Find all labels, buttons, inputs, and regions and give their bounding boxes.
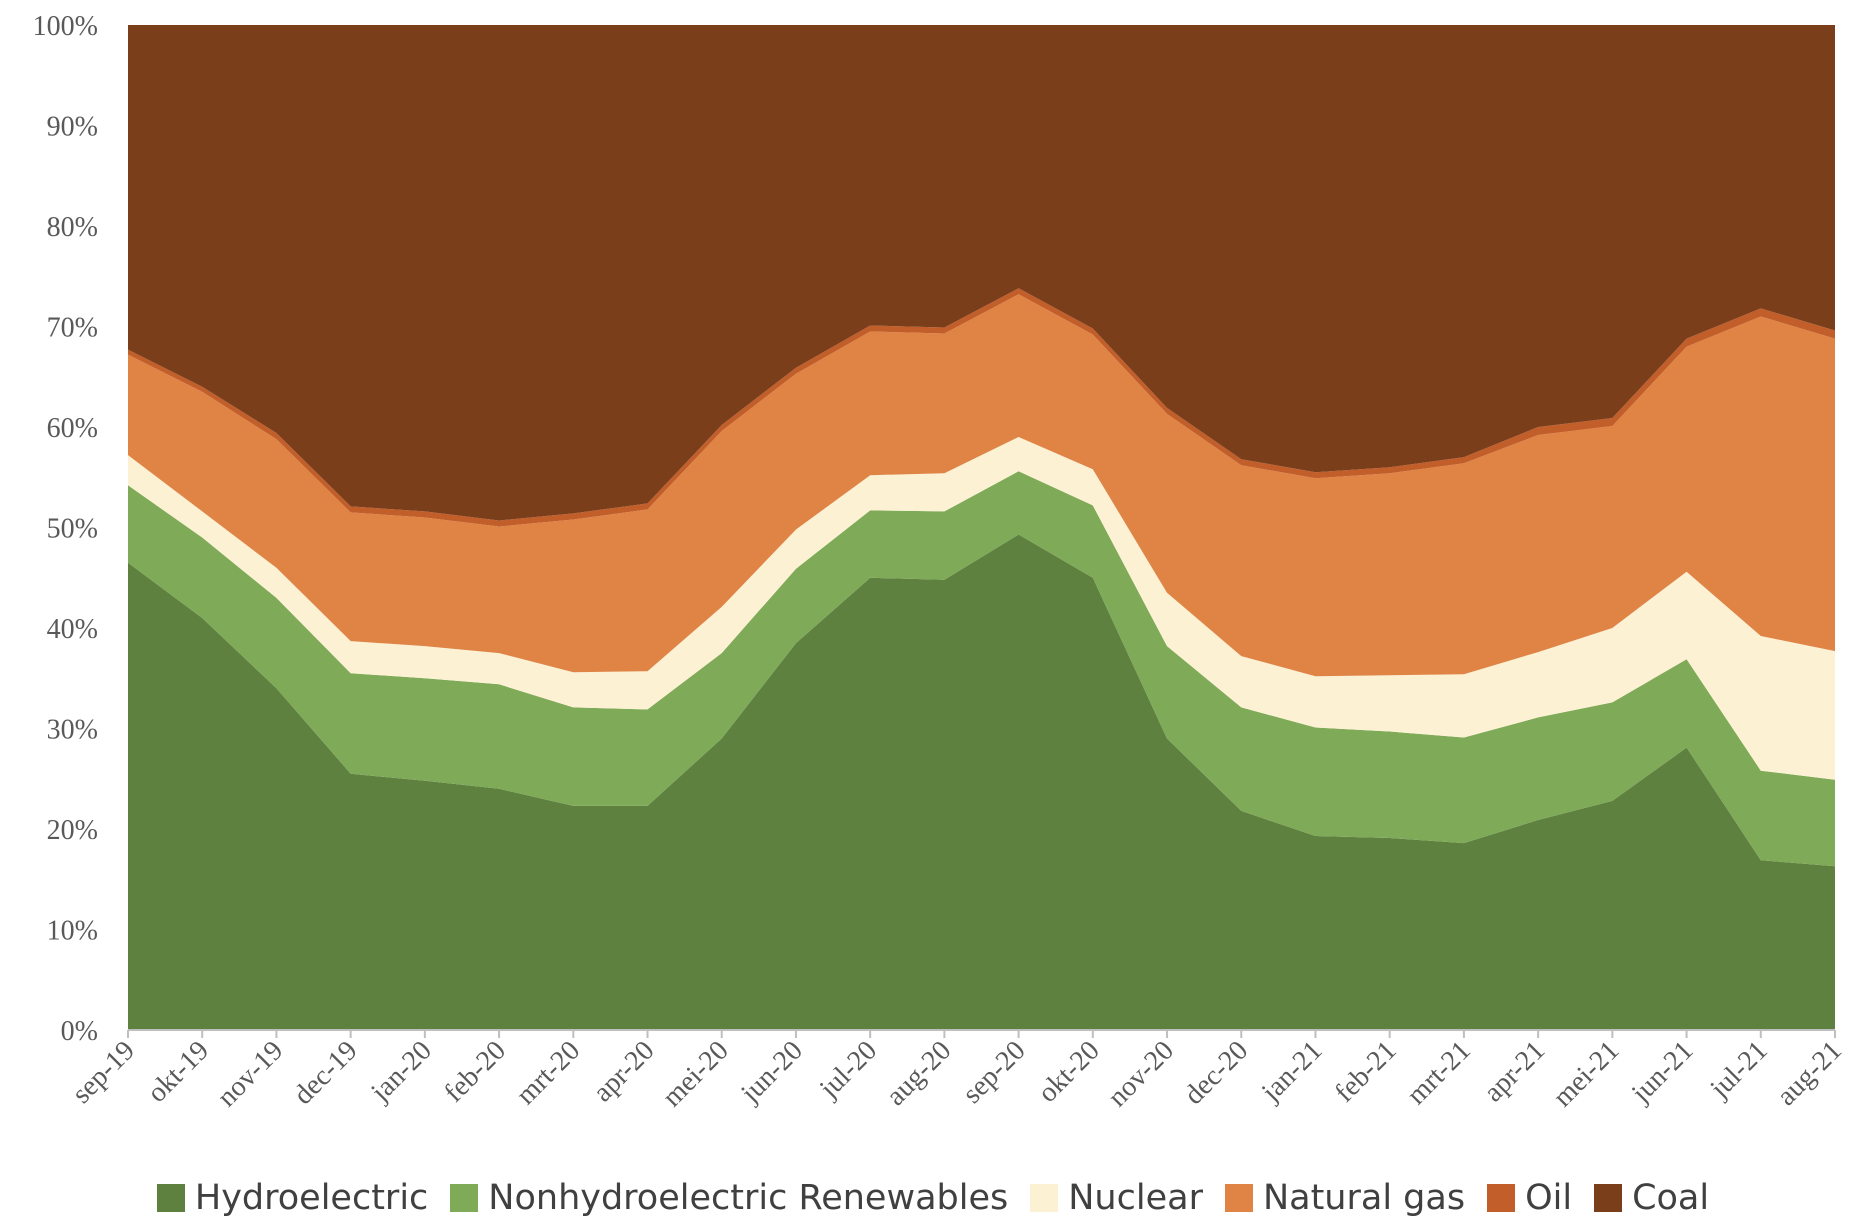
legend-item: Nuclear	[1030, 1178, 1203, 1218]
x-tick-label: dec-20	[1178, 1035, 1254, 1111]
x-tick-label: jul-20	[813, 1035, 883, 1105]
x-tick-label: apr-21	[1478, 1035, 1551, 1108]
x-tick-label: feb-20	[438, 1035, 512, 1109]
legend-item: Hydroelectric	[156, 1178, 429, 1218]
x-tick-label: feb-21	[1329, 1035, 1403, 1109]
area-nonhydroelectric-renewables	[128, 471, 1835, 867]
legend-swatch	[1030, 1184, 1059, 1212]
x-tick-label: aug-20	[880, 1035, 957, 1112]
x-tick-label: aug-21	[1771, 1035, 1848, 1112]
area-coal	[128, 25, 1835, 521]
y-tick-label: 10%	[47, 916, 98, 947]
legend-swatch	[1487, 1184, 1516, 1212]
legend-swatch	[156, 1184, 185, 1212]
y-tick-label: 30%	[47, 715, 98, 746]
x-tick-label: okt-19	[142, 1035, 216, 1109]
area-natural-gas	[128, 294, 1835, 677]
legend-item: Oil	[1487, 1178, 1572, 1218]
area-nuclear	[128, 437, 1835, 780]
legend-label: Coal	[1632, 1178, 1710, 1218]
y-tick-label: 100%	[33, 11, 98, 42]
legend-item: Coal	[1594, 1178, 1709, 1218]
y-tick-label: 60%	[47, 413, 98, 444]
legend-swatch	[1224, 1184, 1253, 1212]
x-tick-label: mrt-20	[510, 1035, 586, 1111]
x-tick-label: jun-20	[735, 1035, 809, 1109]
x-tick-label: okt-20	[1032, 1035, 1106, 1109]
legend-label: Natural gas	[1262, 1178, 1466, 1218]
x-tick-label: jul-21	[1704, 1035, 1774, 1105]
legend-label: Oil	[1525, 1178, 1573, 1218]
x-tick-label: sep-20	[957, 1035, 1032, 1110]
y-tick-label: 20%	[47, 815, 98, 846]
y-tick-label: 40%	[47, 614, 98, 645]
x-tick-label: apr-20	[587, 1035, 660, 1108]
y-tick-label: 80%	[47, 212, 98, 243]
x-tick-label: jan-20	[365, 1035, 438, 1108]
legend: Hydroelectric Nonhydroelectric Renewables…	[0, 1178, 1866, 1218]
legend-item: Natural gas	[1224, 1178, 1466, 1218]
legend-swatch	[1594, 1184, 1623, 1212]
legend-label: Hydroelectric	[194, 1178, 429, 1218]
legend-item: Nonhydroelectric Renewables	[450, 1178, 1008, 1218]
x-tick-label: jan-21	[1255, 1035, 1328, 1108]
legend-label: Nuclear	[1068, 1178, 1203, 1218]
y-tick-label: 90%	[47, 112, 98, 143]
x-tick-label: jun-21	[1625, 1035, 1699, 1109]
area-series-group	[128, 25, 1835, 1030]
x-tick-label: mei-20	[657, 1035, 735, 1113]
legend-swatch	[450, 1184, 479, 1212]
x-tick-label: mrt-21	[1401, 1035, 1477, 1111]
area-hydroelectric	[128, 534, 1835, 1030]
x-tick-label: mei-21	[1547, 1035, 1625, 1113]
legend-label: Nonhydroelectric Renewables	[488, 1178, 1009, 1218]
area-oil	[128, 288, 1835, 527]
y-tick-label: 70%	[47, 313, 98, 344]
x-tick-label: nov-20	[1102, 1035, 1180, 1113]
y-tick-label: 0%	[61, 1016, 98, 1047]
y-tick-label: 50%	[47, 514, 98, 545]
x-tick-label: dec-19	[288, 1035, 364, 1111]
x-tick-label: nov-19	[211, 1035, 289, 1113]
